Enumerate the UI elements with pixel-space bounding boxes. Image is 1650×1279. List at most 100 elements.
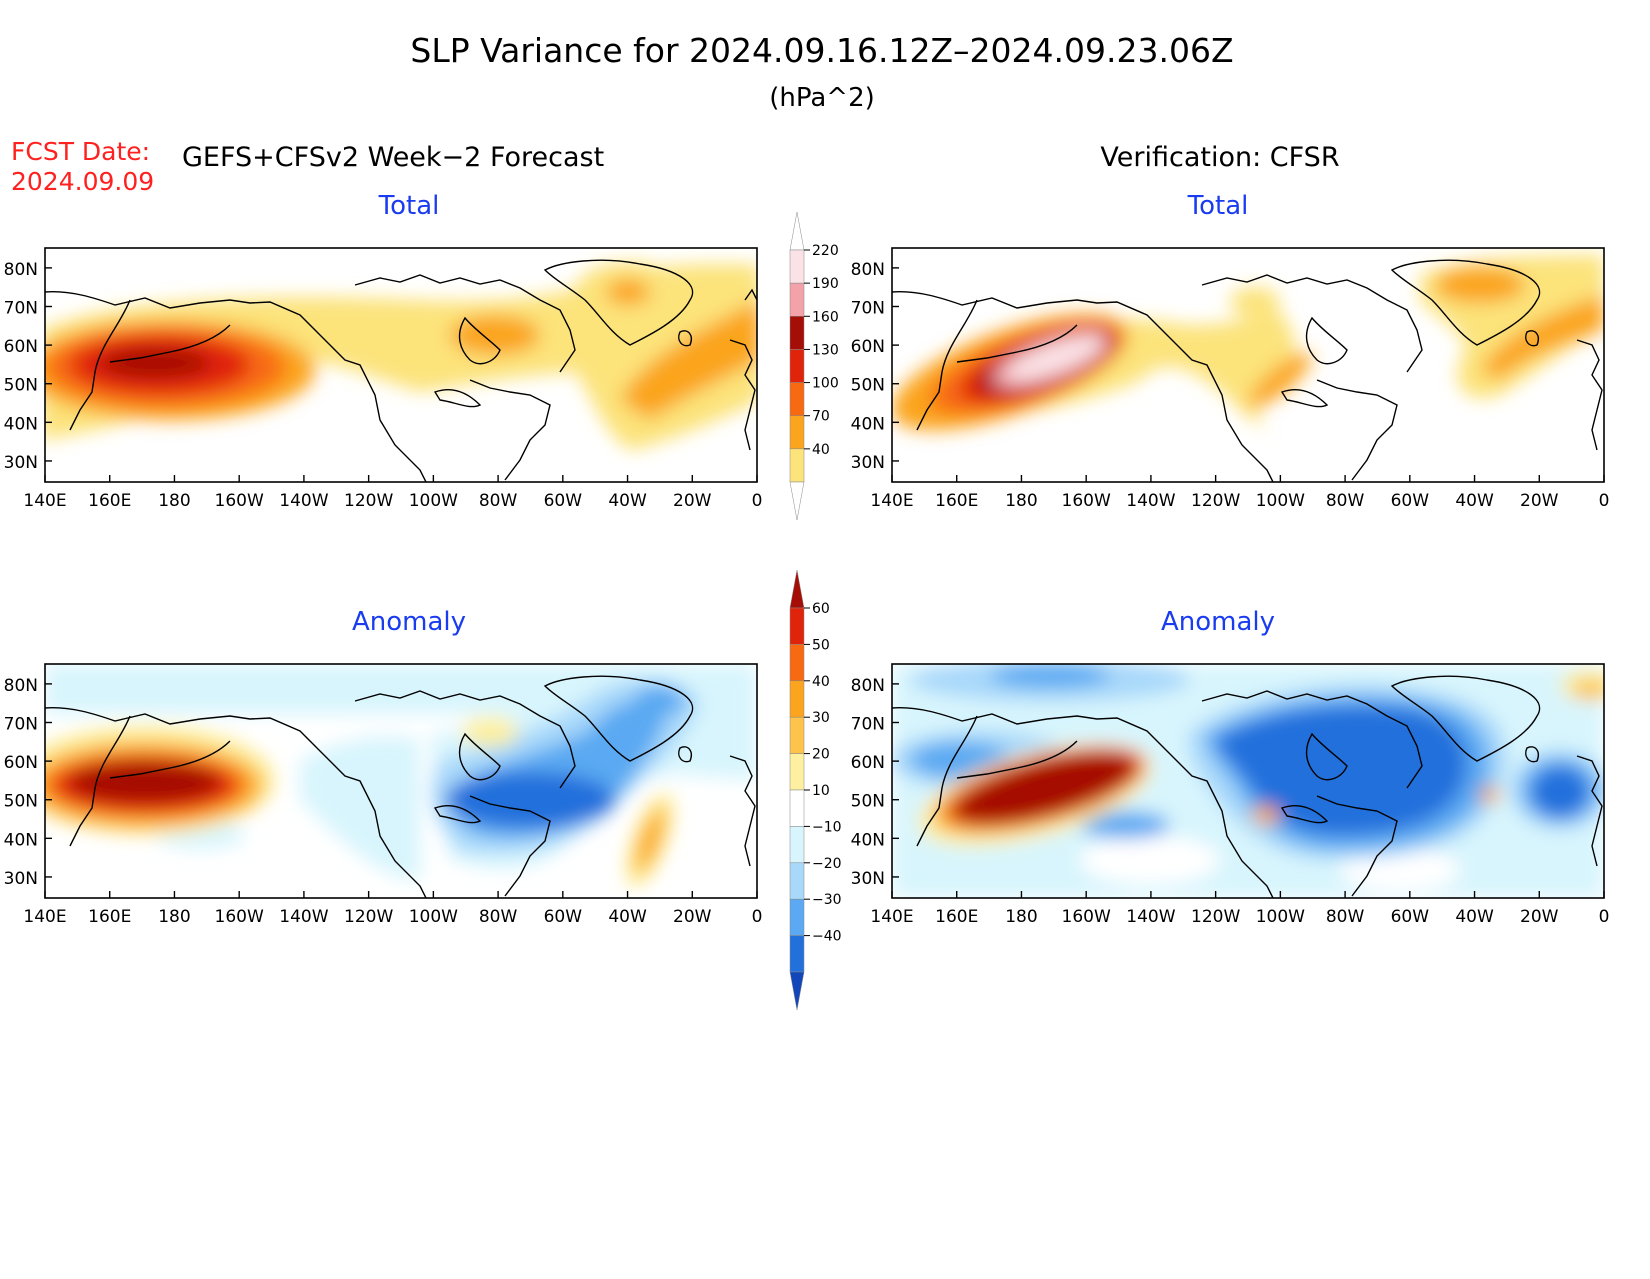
lon-tick-label: 0 xyxy=(1599,491,1610,511)
colorbar-label: 30 xyxy=(812,710,830,726)
panel-title-anomaly-verification: Anomaly xyxy=(1161,607,1275,637)
coastlines-total-forecast xyxy=(45,259,757,482)
lon-tick-label: 160E xyxy=(935,907,978,927)
lon-tick-label: 80W xyxy=(1326,491,1365,511)
axes-anomaly-verification: 80N 70N 60N 50N 40N 30N 140E 160E 180 160W 140W 120… xyxy=(851,676,1610,927)
lon-tick-label: 160E xyxy=(88,907,131,927)
lon-tick-label: 180 xyxy=(1005,907,1037,927)
colorbar-label: 160 xyxy=(812,309,839,325)
fcst-date-value: 2024.09.09 xyxy=(11,167,154,196)
colorbar-swatch xyxy=(789,448,805,483)
colorbar-label: 50 xyxy=(812,637,830,653)
colorbar-swatch xyxy=(789,316,805,350)
colorbar-swatch xyxy=(789,607,805,645)
lon-tick-label: 80W xyxy=(479,907,518,927)
colorbar-swatch xyxy=(789,249,805,284)
fcst-date-label: FCST Date: xyxy=(11,137,150,166)
coastlines-anomaly-forecast xyxy=(45,675,756,898)
lon-tick-label: 40W xyxy=(608,907,647,927)
colorbar-label: 10 xyxy=(812,783,830,799)
colorbar-swatch xyxy=(789,282,805,317)
lon-tick-label: 0 xyxy=(752,491,763,511)
lat-tick-label: 50N xyxy=(4,792,38,812)
figure-title: SLP Variance for 2024.09.16.12Z–2024.09.… xyxy=(410,31,1233,70)
units-label: (hPa^2) xyxy=(769,83,875,113)
colorbar-swatch xyxy=(789,349,805,383)
colorbar-swatch xyxy=(789,481,805,521)
lon-tick-label: 140E xyxy=(870,491,913,511)
colorbar-swatch xyxy=(789,935,805,973)
lat-tick-label: 30N xyxy=(4,453,38,473)
lon-tick-label: 0 xyxy=(1599,907,1610,927)
lat-tick-label: 40N xyxy=(4,414,38,434)
colorbar-label: −40 xyxy=(812,929,842,945)
colorbar-swatch xyxy=(789,789,805,827)
colorbar-label: 100 xyxy=(812,376,839,392)
colorbar-label: −20 xyxy=(812,856,842,872)
verification-header: Verification: CFSR xyxy=(1100,142,1339,173)
lon-tick-label: 100W xyxy=(1256,907,1305,927)
lat-tick-label: 60N xyxy=(851,337,885,357)
colorbar-label: 60 xyxy=(812,601,830,617)
lat-tick-label: 60N xyxy=(851,753,885,773)
lon-tick-label: 60W xyxy=(544,491,583,511)
lon-tick-label: 160E xyxy=(88,491,131,511)
lon-tick-label: 120W xyxy=(344,907,393,927)
lon-tick-label: 160W xyxy=(1062,907,1111,927)
lat-tick-label: 80N xyxy=(851,676,885,696)
colorbar-label: 20 xyxy=(812,747,830,763)
lon-tick-label: 180 xyxy=(158,491,190,511)
lon-tick-label: 140E xyxy=(23,907,66,927)
lon-tick-label: 160W xyxy=(1062,491,1111,511)
lon-tick-label: 100W xyxy=(1256,491,1305,511)
lon-tick-label: 140W xyxy=(279,491,328,511)
field-anomaly-verification xyxy=(892,664,1604,898)
lat-tick-label: 80N xyxy=(4,260,38,280)
colorbar-swatch xyxy=(789,971,805,1011)
lat-tick-label: 30N xyxy=(4,869,38,889)
colorbar-label: 220 xyxy=(812,243,839,259)
lon-tick-label: 180 xyxy=(158,907,190,927)
map-frame-anomaly-forecast xyxy=(44,663,758,899)
map-anomaly-forecast: 80N 70N 60N 50N 40N 30N 140E 160E 180 160W 140W 120… xyxy=(4,663,763,927)
lat-tick-label: 60N xyxy=(4,337,38,357)
lon-tick-label: 60W xyxy=(1391,491,1430,511)
lon-tick-label: 160W xyxy=(215,491,264,511)
axes-anomaly-forecast: 80N 70N 60N 50N 40N 30N 140E 160E 180 160W 140W 120… xyxy=(4,676,763,927)
lat-tick-label: 80N xyxy=(4,676,38,696)
lon-tick-label: 20W xyxy=(673,491,712,511)
lon-tick-label: 60W xyxy=(544,907,583,927)
lon-tick-label: 120W xyxy=(1191,907,1240,927)
axes-total-verification: 80N 70N 60N 50N 40N 30N 140E 160E 180 160W 140W 120… xyxy=(851,260,1610,511)
map-total-forecast: 80N 70N 60N 50N 40N 30N 140E 160E 180 160W 140W 120… xyxy=(4,247,763,511)
colorbar-label: 190 xyxy=(812,276,839,292)
lon-tick-label: 120W xyxy=(344,491,393,511)
lon-tick-label: 20W xyxy=(1520,491,1559,511)
lat-tick-label: 30N xyxy=(851,453,885,473)
map-frame-total-verification xyxy=(891,247,1605,483)
lon-tick-label: 40W xyxy=(1455,491,1494,511)
colorbar-swatch xyxy=(789,569,805,609)
lon-tick-label: 40W xyxy=(1455,907,1494,927)
lon-tick-label: 100W xyxy=(409,907,458,927)
lat-tick-label: 70N xyxy=(851,715,885,735)
lon-tick-label: 140W xyxy=(279,907,328,927)
axes-total-forecast: 80N 70N 60N 50N 40N 30N 140E 160E 180 160W 140W 120… xyxy=(4,260,763,511)
colorbar-swatch xyxy=(789,753,805,791)
panel-title-total-verification: Total xyxy=(1187,191,1249,221)
lon-tick-label: 40W xyxy=(608,491,647,511)
lat-tick-label: 50N xyxy=(851,792,885,812)
colorbar-anomaly: 60 50 40 30 20 10 −10 −20 −30 −40 xyxy=(789,569,842,1011)
colorbar-total: 220 190 160 130 100 70 40 xyxy=(789,211,839,521)
lon-tick-label: 140W xyxy=(1126,491,1175,511)
lat-tick-label: 60N xyxy=(4,753,38,773)
map-frame-anomaly-verification xyxy=(891,663,1605,899)
colorbar-swatch xyxy=(789,680,805,718)
lat-tick-label: 70N xyxy=(4,715,38,735)
colorbar-swatch xyxy=(789,862,805,900)
lat-tick-label: 50N xyxy=(851,376,885,396)
colorbar-label: 40 xyxy=(812,674,830,690)
lon-tick-label: 120W xyxy=(1191,491,1240,511)
lat-tick-label: 40N xyxy=(4,830,38,850)
